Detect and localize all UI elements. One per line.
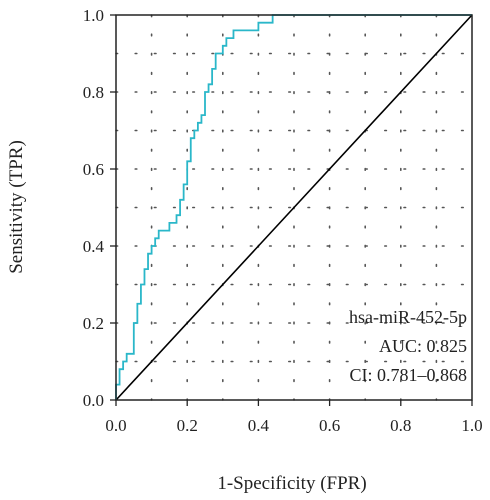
y-tick-label: 0.0 bbox=[83, 391, 104, 410]
x-tick-label: 0.4 bbox=[248, 416, 270, 435]
y-tick-label: 0.6 bbox=[83, 160, 104, 179]
axis-ticks: 0.0 0.2 0.4 0.6 0.8 1.0 0.0 0.2 0.4 0.6 0.8 1.0 bbox=[83, 6, 483, 435]
annotation-mirna-name: hsa-miR-452-5p bbox=[349, 307, 467, 327]
annotation-ci: CI: 0.781–0.868 bbox=[349, 365, 467, 385]
y-tick-label: 0.4 bbox=[83, 237, 105, 256]
x-tick-label: 0.8 bbox=[390, 416, 411, 435]
reference-diagonal-line bbox=[115, 14, 473, 401]
x-tick-label: 0.0 bbox=[105, 416, 126, 435]
x-tick-label: 0.2 bbox=[177, 416, 198, 435]
y-tick-label: 0.8 bbox=[83, 83, 104, 102]
y-axis-title: Sensitivity (TPR) bbox=[6, 140, 27, 274]
annotation-auc: AUC: 0.825 bbox=[379, 336, 467, 356]
y-tick-label: 0.2 bbox=[83, 314, 104, 333]
roc-curve-layer bbox=[115, 14, 472, 400]
grid bbox=[115, 14, 473, 401]
x-tick-label: 1.0 bbox=[461, 416, 482, 435]
x-tick-label: 0.6 bbox=[319, 416, 340, 435]
x-axis-title: 1-Specificity (FPR) bbox=[217, 473, 366, 494]
roc-curve-line bbox=[115, 14, 472, 400]
plot-frame bbox=[115, 14, 473, 401]
y-tick-label: 1.0 bbox=[83, 6, 104, 25]
reference-diagonal-layer bbox=[115, 14, 473, 401]
